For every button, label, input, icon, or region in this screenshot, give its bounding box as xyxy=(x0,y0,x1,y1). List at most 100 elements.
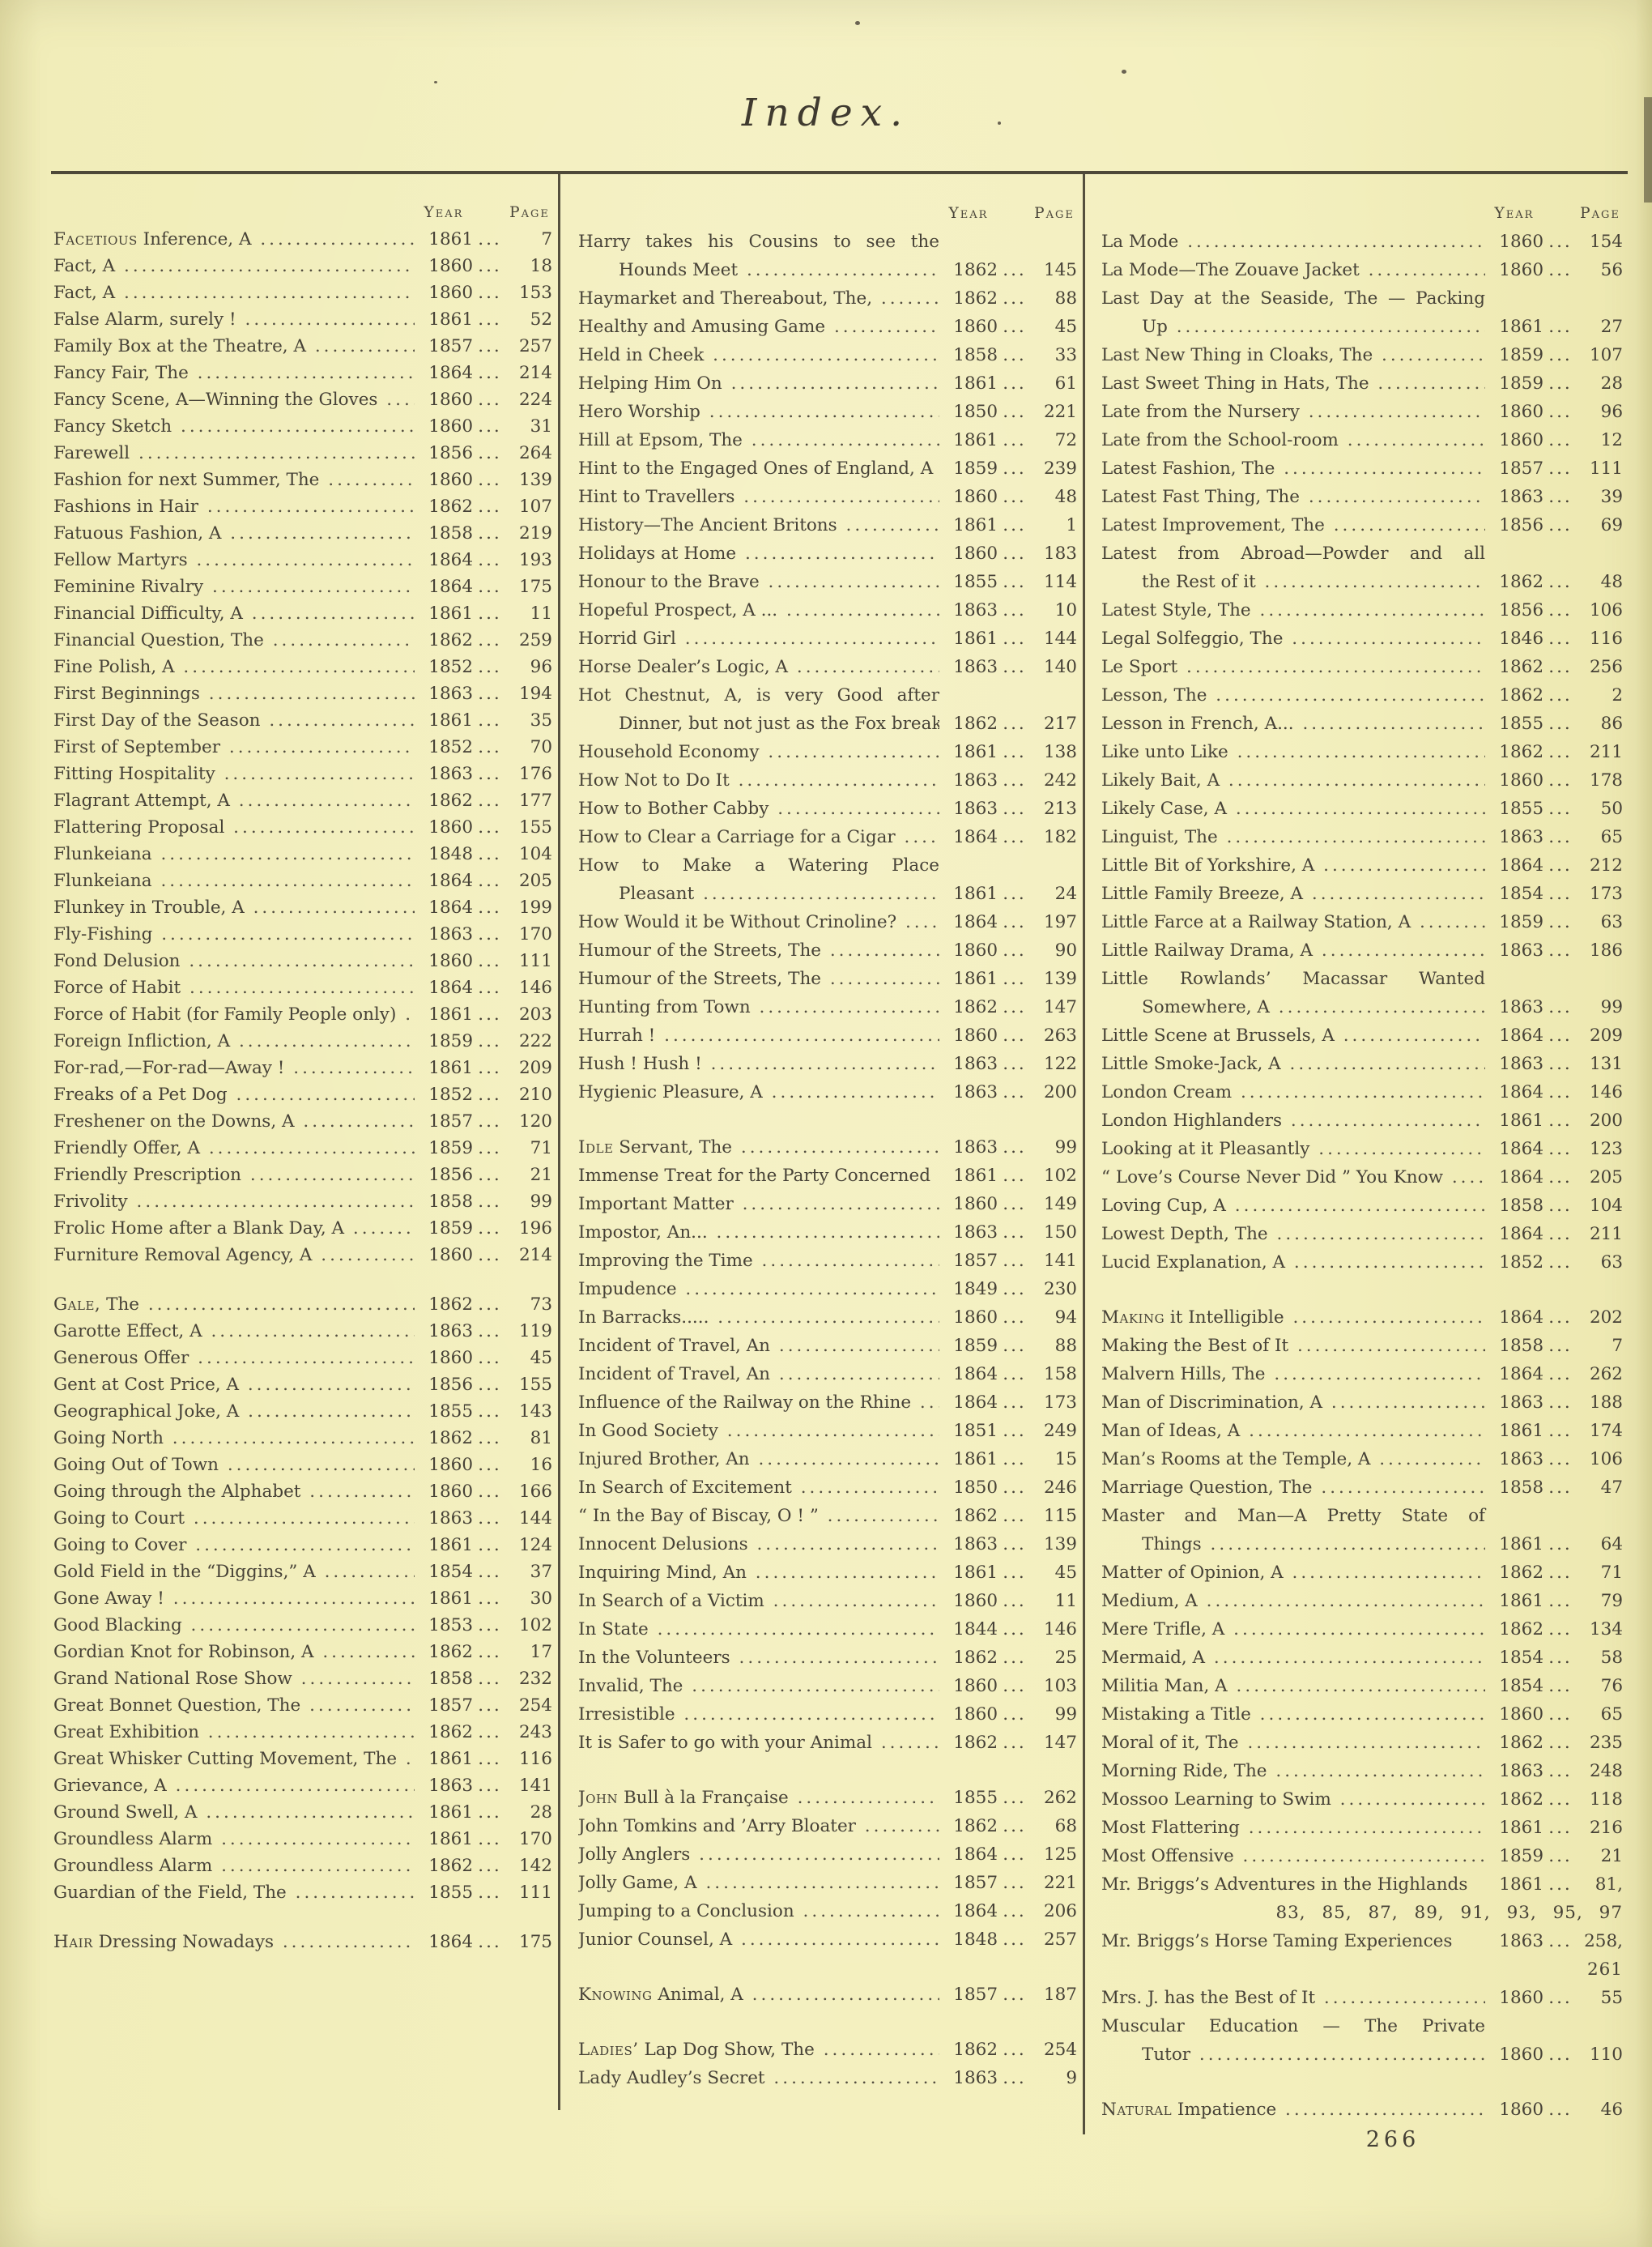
entry-title-text: Little Bit of Yorkshire, A xyxy=(1101,855,1315,876)
entry-year: 1862 xyxy=(428,1722,473,1742)
entry-year: 1860 xyxy=(953,317,998,337)
leader-separator: ... xyxy=(478,630,502,650)
entry-page: 214 xyxy=(518,1245,552,1265)
index-entry: Force of Habit 1864... 146 xyxy=(53,974,552,1001)
entry-title: Hopeful Prospect, A ... xyxy=(578,596,939,625)
entry-title-text: Frivolity xyxy=(53,1192,128,1212)
entry-page: 79 xyxy=(1600,1591,1623,1611)
leader-separator: ... xyxy=(1548,912,1573,932)
entry-title: Feminine Rivalry xyxy=(53,573,415,600)
entry-year: 1861 xyxy=(428,1058,473,1078)
index-entry: Hint to the Engaged Ones of England, A 18… xyxy=(578,454,1077,483)
entry-title: La Mode—The Zouave Jacket xyxy=(1101,256,1485,284)
index-entry: Fashions in Hair 1862... 107 xyxy=(53,493,552,520)
entry-page: 73 xyxy=(530,1294,552,1315)
entry-lead-word: Gale, xyxy=(53,1294,101,1315)
index-entry: Fact, A 1860... 153 xyxy=(53,279,552,306)
entry-title-text: In the Volunteers xyxy=(578,1648,730,1668)
entry-title: Fellow Martyrs xyxy=(53,547,415,573)
leader-separator: ... xyxy=(478,1856,502,1876)
index-entry: Fatuous Fashion, A 1858... 219 xyxy=(53,520,552,547)
entry-year: 1863 xyxy=(1499,1392,1543,1413)
entry-title: Fact, A xyxy=(53,279,415,306)
entry-title: Frolic Home after a Blank Day, A xyxy=(53,1215,415,1242)
entry-year: 1861 xyxy=(428,229,473,249)
entry-page: 116 xyxy=(518,1749,552,1769)
leader-separator: ... xyxy=(478,657,502,677)
leader-separator: ... xyxy=(1548,1789,1573,1810)
leader-separator: ... xyxy=(1548,1874,1573,1895)
entry-title-text: Fashion for next Summer, The xyxy=(53,470,320,490)
entry-title-text: Hounds Meet xyxy=(619,260,739,280)
index-entry: Hero Worship 1850... 221 xyxy=(578,398,1077,426)
index-section: Idle Servant, The 1863... 99 Immense Treat … xyxy=(578,1133,1077,1757)
entry-title-text: Lucid Explanation, A xyxy=(1101,1252,1286,1273)
leader-separator: ... xyxy=(1003,1082,1027,1102)
index-entry: Hounds Meet 1862... 145 xyxy=(578,256,1077,284)
entry-page: 173 xyxy=(1589,884,1623,904)
index-entry: Fond Delusion 1860... 111 xyxy=(53,948,552,974)
leader-separator: ... xyxy=(478,898,502,918)
entry-title-text: Immense Treat for the Party Concerned xyxy=(578,1166,930,1186)
entry-title-text: Humour of the Streets, The xyxy=(578,940,822,961)
entry-year: 1856 xyxy=(428,443,473,463)
entry-title-text: Things xyxy=(1142,1534,1202,1554)
leader-separator: ... xyxy=(1548,657,1573,677)
index-entry: Great Whisker Cutting Movement, The 1861.… xyxy=(53,1746,552,1772)
entry-title-text: Like unto Like xyxy=(1101,742,1228,762)
entry-page: 102 xyxy=(1043,1166,1077,1186)
entry-page: 7 xyxy=(541,229,552,249)
entry-page: 15 xyxy=(1054,1449,1077,1469)
leader-separator: ... xyxy=(1548,940,1573,961)
leader-separator: ... xyxy=(1548,827,1573,847)
entry-title: Natural Impatience xyxy=(1101,2096,1485,2124)
index-entry: Generous Offer 1860... 45 xyxy=(53,1345,552,1371)
leader-separator: ... xyxy=(478,1004,502,1025)
entry-title: Freshener on the Downs, A xyxy=(53,1108,415,1135)
entry-page: 155 xyxy=(518,817,552,838)
entry-title-text: Bull à la Française xyxy=(618,1788,789,1808)
entry-title: How Not to Do It xyxy=(578,766,939,795)
index-entry: Fellow Martyrs 1864... 193 xyxy=(53,547,552,573)
entry-title: Furniture Removal Agency, A xyxy=(53,1242,415,1268)
entry-page: 239 xyxy=(1043,458,1077,479)
entry-title: Mossoo Learning to Swim xyxy=(1101,1785,1485,1814)
entry-title-text: it Intelligible xyxy=(1164,1307,1284,1328)
leader-separator: ... xyxy=(1003,1506,1027,1526)
index-entry: Man of Discrimination, A 1863... 188 xyxy=(1101,1388,1623,1417)
entry-page: 224 xyxy=(518,390,552,410)
leader-separator: ... xyxy=(1548,1988,1573,2008)
entry-year: 1864 xyxy=(1499,855,1543,876)
entry-title-text: Impostor, An... xyxy=(578,1222,708,1243)
entry-title-text: Geographical Joke, A xyxy=(53,1401,240,1422)
entry-page: 111 xyxy=(518,951,552,971)
entry-page: 203 xyxy=(518,1004,552,1025)
entry-page: 243 xyxy=(518,1722,552,1742)
entry-title: Latest Fast Thing, The xyxy=(1101,483,1485,511)
entry-year: 1860 xyxy=(953,544,998,564)
leader-separator: ... xyxy=(1548,1648,1573,1668)
page-number: 266 xyxy=(1365,2127,1420,2152)
index-entry: Flunkey in Trouble, A 1864... 199 xyxy=(53,894,552,921)
index-entry: Honour to the Brave 1855... 114 xyxy=(578,568,1077,596)
entry-title: Little Smoke-Jack, A xyxy=(1101,1050,1485,1078)
entry-year: 1855 xyxy=(953,1788,998,1808)
leader-separator: ... xyxy=(1548,1449,1573,1469)
entry-title: Last Day at the Seaside, The — Packing xyxy=(1101,288,1485,309)
leader-separator: ... xyxy=(478,1245,502,1265)
entry-year: 1860 xyxy=(953,940,998,961)
entry-year: 1860 xyxy=(428,416,473,437)
entry-title: Healthy and Amusing Game xyxy=(578,313,939,341)
index-entry: John Tomkins and ’Arry Bloater 1862... 68 xyxy=(578,1812,1077,1840)
entry-title: In the Volunteers xyxy=(578,1644,939,1672)
entry-title-text: Furniture Removal Agency, A xyxy=(53,1245,313,1265)
entry-page: 149 xyxy=(1043,1194,1077,1214)
entry-year: 1859 xyxy=(953,1336,998,1356)
entry-page: 182 xyxy=(1043,827,1077,847)
entry-year: 1858 xyxy=(428,1192,473,1212)
entry-page: 246 xyxy=(1043,1477,1077,1498)
leader-separator: ... xyxy=(1548,1619,1573,1639)
leader-separator: ... xyxy=(1548,997,1573,1017)
entry-title-text: Little Smoke-Jack, A xyxy=(1101,1054,1281,1074)
